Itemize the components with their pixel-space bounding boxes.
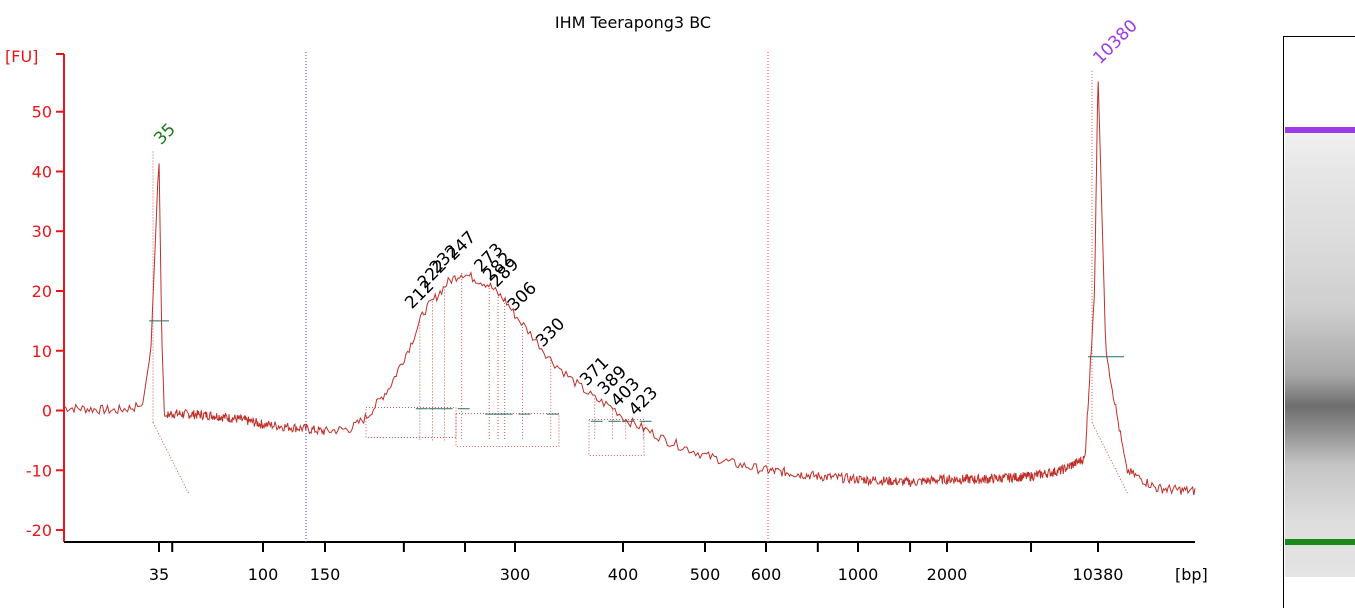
x-tick-label: 100 — [248, 565, 279, 584]
trace-group — [63, 81, 1196, 496]
x-ticks: 35 100 150 300 400 500 600 1000 2000 10380 — [149, 542, 1124, 584]
x-axis-unit-label: [bp] — [1175, 565, 1208, 584]
x-tick-label: 1000 — [838, 565, 879, 584]
x-tick-label: 2000 — [927, 565, 968, 584]
y-tick-label: 50 — [32, 103, 52, 122]
axes — [56, 53, 1195, 543]
peak-label: 10380 — [1089, 16, 1141, 68]
x-tick-label: 10380 — [1073, 565, 1124, 584]
y-tick-label: 30 — [32, 222, 52, 241]
fragment-region-box — [365, 407, 457, 438]
y-tick-label: 0 — [42, 402, 52, 421]
peak-label: 35 — [150, 120, 179, 149]
gel-image — [1283, 36, 1355, 608]
y-tick-label: 10 — [32, 342, 52, 361]
y-ticks: 50 40 30 20 10 0 -10 -20 — [26, 103, 64, 540]
fragment-label: 330 — [532, 314, 569, 351]
chart-title: IHM Teerapong3 BC — [555, 13, 711, 32]
peak-base — [152, 422, 190, 495]
fragment-label: 306 — [504, 278, 541, 315]
upper-marker-band — [1285, 126, 1355, 133]
trace-line — [63, 81, 1196, 496]
y-tick-label: 20 — [32, 282, 52, 301]
region-lines — [305, 52, 769, 542]
gel-lane — [1285, 127, 1355, 577]
electropherogram-chart: IHM Teerapong3 BC [FU] [bp] 212222232247… — [5, 13, 1208, 584]
peak-markers: 35 10380 — [149, 16, 1142, 495]
fragment-region-box — [455, 413, 560, 447]
x-tick-label: 300 — [500, 565, 531, 584]
x-tick-label: 35 — [149, 565, 169, 584]
y-tick-label: 40 — [32, 162, 52, 181]
peak-base — [1091, 422, 1129, 495]
y-axis-unit-label: [FU] — [5, 47, 38, 66]
x-tick-label: 400 — [608, 565, 639, 584]
x-tick-label: 150 — [310, 565, 341, 584]
x-tick-label: 600 — [751, 565, 782, 584]
fragment-region-box — [588, 419, 645, 456]
y-tick-label: -20 — [26, 521, 52, 540]
x-tick-label: 500 — [690, 565, 721, 584]
y-tick-label: -10 — [26, 461, 52, 480]
lower-marker-band — [1285, 538, 1355, 545]
